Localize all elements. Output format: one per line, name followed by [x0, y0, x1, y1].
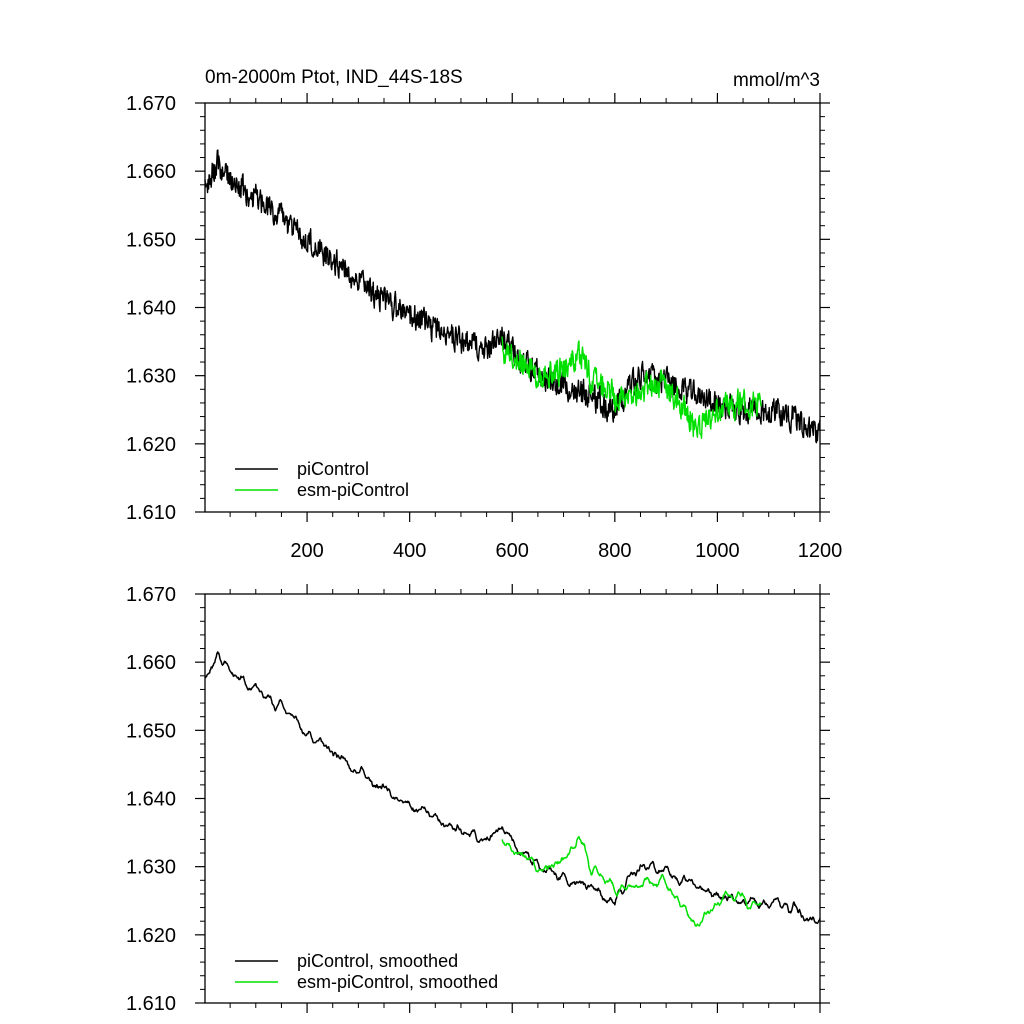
plot-frame — [204, 593, 821, 1004]
top-panel: 1.610 1.620 1.630 1.640 1.650 1.660 1.670 200 40… — [126, 93, 842, 562]
y-tick-label: 1.670 — [126, 93, 176, 115]
y-tick-label: 1.660 — [126, 161, 176, 183]
series-line-esm-picontrol-smoothed — [501, 835, 762, 927]
y-tick-label: 1.650 — [126, 229, 176, 251]
y-tick-label: 1.610 — [126, 993, 176, 1015]
x-tick-label: 1000 — [695, 540, 740, 562]
x-tick-label: 800 — [598, 540, 631, 562]
units-label: mmol/m^3 — [733, 70, 820, 91]
legend-label: piControl — [297, 459, 369, 479]
y-tick-label: 1.650 — [126, 720, 176, 742]
bottom-panel: 1.610 1.620 1.630 1.640 1.650 1.660 1.670 piCon… — [126, 584, 830, 1015]
y-tick-label: 1.620 — [126, 434, 176, 456]
series-line-picontrol-smoothed — [204, 651, 821, 925]
x-tick-label: 600 — [496, 540, 529, 562]
y-tick-label: 1.670 — [126, 584, 176, 606]
y-tick-label: 1.630 — [126, 366, 176, 388]
y-tick-label: 1.610 — [126, 502, 176, 524]
legend-label: esm-piControl, smoothed — [297, 972, 498, 992]
chart-title: 0m-2000m Ptot, IND_44S-18S — [205, 67, 463, 88]
x-tick-label: 200 — [290, 540, 323, 562]
legend-label: esm-piControl — [297, 480, 409, 500]
y-tick-label: 1.640 — [126, 298, 176, 320]
y-tick-label: 1.620 — [126, 925, 176, 947]
series-line-esm-picontrol — [501, 336, 762, 439]
x-tick-label: 1200 — [798, 540, 843, 562]
legend-label: piControl, smoothed — [297, 951, 458, 971]
y-tick-label: 1.640 — [126, 789, 176, 811]
x-tick-label: 400 — [393, 540, 426, 562]
y-tick-label: 1.660 — [126, 652, 176, 674]
plot-frame — [204, 102, 821, 513]
y-tick-label: 1.630 — [126, 857, 176, 879]
